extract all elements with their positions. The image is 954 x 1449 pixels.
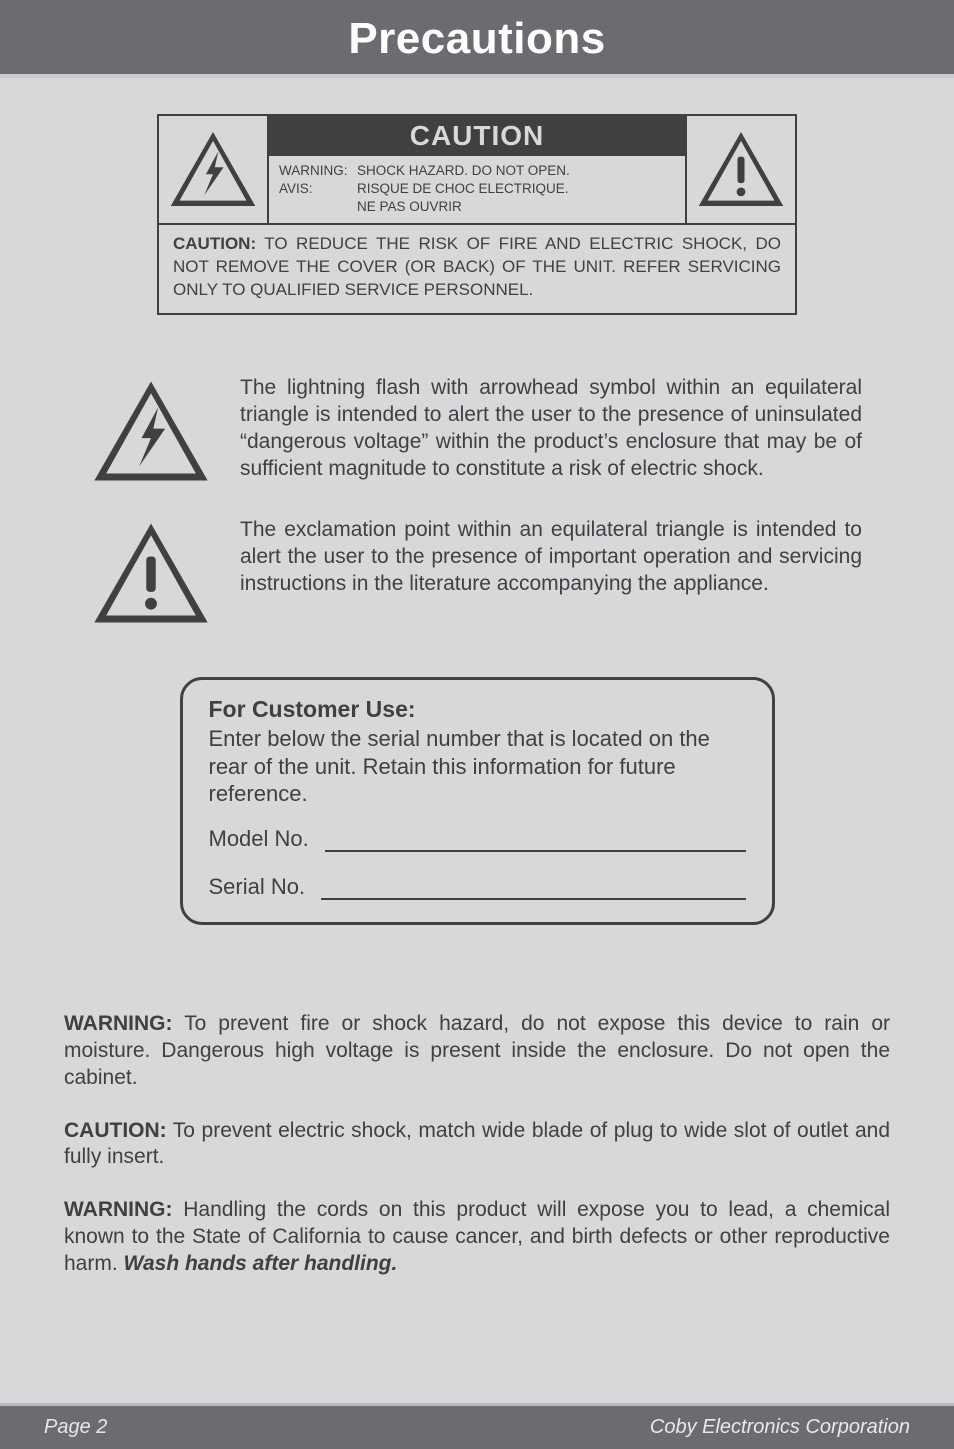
exclamation-triangle-icon	[92, 521, 210, 625]
caution-bottom-text: CAUTION: TO REDUCE THE RISK OF FIRE AND …	[159, 225, 795, 314]
warning-2-rest: To prevent electric shock, match wide bl…	[64, 1119, 890, 1169]
caution-box: CAUTION WARNING: SHOCK HAZARD. DO NOT OP…	[157, 114, 797, 315]
model-no-row: Model No.	[209, 826, 746, 852]
warning-1-strong: WARNING:	[64, 1012, 173, 1035]
caution-box-top-row: CAUTION WARNING: SHOCK HAZARD. DO NOT OP…	[159, 116, 795, 225]
lightning-triangle-icon	[169, 130, 257, 208]
page-content: CAUTION WARNING: SHOCK HAZARD. DO NOT OP…	[0, 78, 954, 1403]
lightning-explain-icon-wrap	[92, 375, 212, 483]
warning-paragraph-2: CAUTION: To prevent electric shock, matc…	[64, 1118, 890, 1172]
warning-text: SHOCK HAZARD. DO NOT OPEN.	[357, 162, 570, 180]
footer-company: Coby Electronics Corporation	[650, 1416, 910, 1439]
customer-use-heading: For Customer Use:	[209, 696, 746, 723]
serial-no-row: Serial No.	[209, 874, 746, 900]
warnings-section: WARNING: To prevent fire or shock hazard…	[64, 1011, 890, 1304]
footer-page-number: Page 2	[44, 1416, 107, 1439]
page-footer: Page 2 Coby Electronics Corporation	[0, 1403, 954, 1449]
lightning-explain-row: The lightning flash with arrowhead symbo…	[92, 375, 862, 483]
page-header-band: Precautions	[0, 0, 954, 78]
avis-spacer	[279, 198, 357, 216]
warning-3-em: Wash hands after handling.	[124, 1252, 398, 1275]
caution-title: CAUTION	[269, 116, 685, 156]
caution-warnings-block: WARNING: SHOCK HAZARD. DO NOT OPEN. AVIS…	[269, 156, 685, 223]
caution-bottom-rest: TO REDUCE THE RISK OF FIRE AND ELECTRIC …	[173, 234, 781, 299]
page-title: Precautions	[0, 14, 954, 64]
avis-text-1: RISQUE DE CHOC ELECTRIQUE.	[357, 180, 569, 198]
warning-paragraph-3: WARNING: Handling the cords on this prod…	[64, 1197, 890, 1278]
warning-label: WARNING:	[279, 162, 357, 180]
avis-label: AVIS:	[279, 180, 357, 198]
caution-mid-column: CAUTION WARNING: SHOCK HAZARD. DO NOT OP…	[269, 116, 685, 223]
caution-lightning-cell	[159, 116, 269, 223]
warning-2-strong: CAUTION:	[64, 1119, 167, 1142]
exclaim-explain-icon-wrap	[92, 517, 212, 625]
customer-use-box: For Customer Use: Enter below the serial…	[180, 677, 775, 925]
caution-exclaim-cell	[685, 116, 795, 223]
warning-3-strong: WARNING:	[64, 1198, 173, 1221]
exclaim-explain-row: The exclamation point within an equilate…	[92, 517, 862, 625]
model-no-label: Model No.	[209, 826, 309, 852]
exclamation-triangle-icon	[697, 130, 785, 208]
lightning-triangle-icon	[92, 379, 210, 483]
caution-bottom-strong: CAUTION:	[173, 234, 256, 253]
customer-use-desc: Enter below the serial number that is lo…	[209, 725, 746, 808]
warning-1-rest: To prevent fire or shock hazard, do not …	[64, 1012, 890, 1089]
model-no-line[interactable]	[325, 850, 746, 852]
avis-text-2: NE PAS OUVRIR	[357, 198, 462, 216]
exclaim-explain-text: The exclamation point within an equilate…	[240, 517, 862, 598]
warning-paragraph-1: WARNING: To prevent fire or shock hazard…	[64, 1011, 890, 1092]
lightning-explain-text: The lightning flash with arrowhead symbo…	[240, 375, 862, 483]
serial-no-line[interactable]	[321, 898, 745, 900]
serial-no-label: Serial No.	[209, 874, 306, 900]
